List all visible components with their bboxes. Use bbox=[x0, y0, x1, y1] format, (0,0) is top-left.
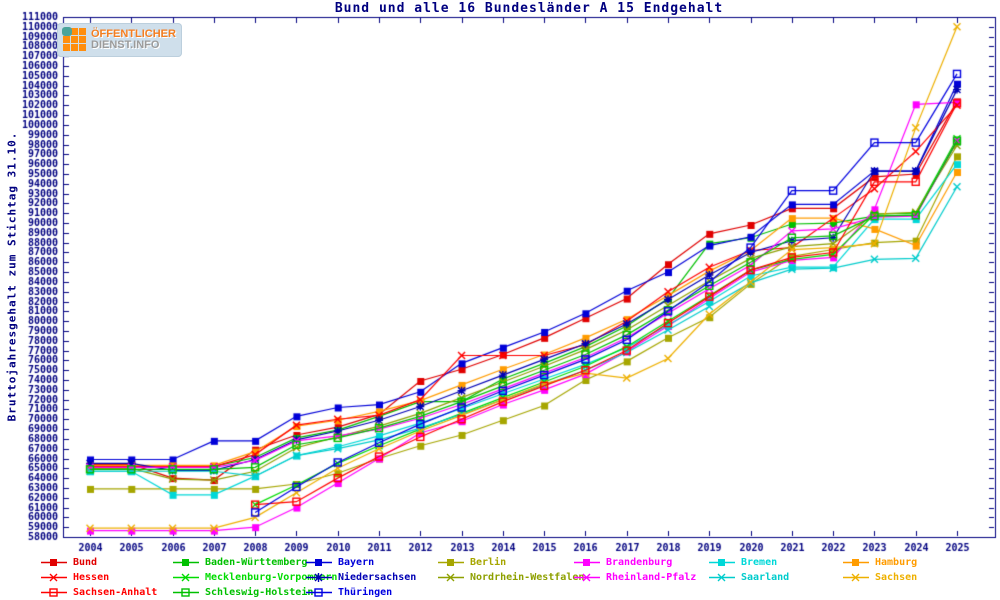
logo-text-line1: ÖFFENTLICHER bbox=[91, 28, 176, 40]
logo-text-line2: DIENST.INFO bbox=[91, 39, 160, 51]
y-axis-label: Bruttojahresgehalt zum Stichtag 31.10. bbox=[5, 131, 19, 422]
logo-grid-icon bbox=[62, 27, 86, 51]
chart-title: Bund und alle 16 Bundesländer A 15 Endge… bbox=[334, 1, 724, 16]
logo-text: ÖFFENTLICHER DIENST.INFO bbox=[91, 29, 176, 51]
logo: ÖFFENTLICHER DIENST.INFO bbox=[57, 23, 182, 57]
